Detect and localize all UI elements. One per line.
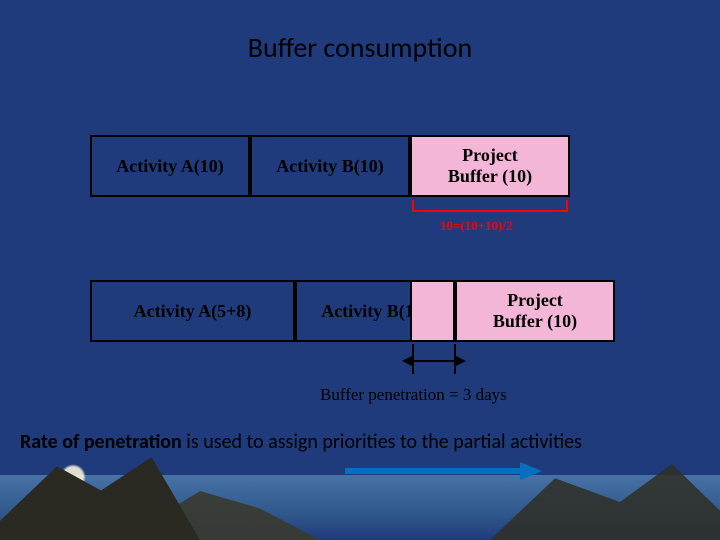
penetration-label: Buffer penetration = 3 days [320, 385, 507, 405]
penetration-span-line [412, 360, 456, 362]
row1-activity-a: Activity A(10) [90, 135, 250, 197]
priority-arrow-head-icon [520, 462, 542, 480]
row1-buffer-label: Project Buffer (10) [448, 145, 532, 186]
row2-activity-a: Activity A(5+8) [90, 280, 295, 342]
rate-rest: is used to assign priorities to the part… [182, 430, 582, 454]
slide-title: Buffer consumption [0, 30, 720, 65]
rate-of-penetration-text: Rate of penetration is used to assign pr… [20, 430, 582, 454]
row1-activity-a-label: Activity A(10) [116, 156, 223, 177]
row2-buffer-label: Project Buffer (10) [493, 290, 577, 331]
row2-buffer-consumed [410, 280, 455, 342]
row2-activity-a-label: Activity A(5+8) [134, 301, 252, 322]
rate-bold: Rate of penetration [20, 430, 182, 454]
penetration-arrow-left [402, 356, 412, 366]
row1-project-buffer: Project Buffer (10) [410, 135, 570, 197]
hill-left [0, 450, 200, 540]
priority-arrow-line [345, 468, 520, 474]
penetration-tick-left [412, 344, 414, 374]
slide: Buffer consumption Activity A(10) Activi… [0, 0, 720, 540]
row2-project-buffer: Project Buffer (10) [455, 280, 615, 342]
penetration-arrow-right [456, 356, 466, 366]
row1-activity-b: Activity B(10) [250, 135, 410, 197]
buffer-width-bracket [412, 200, 568, 212]
buffer-formula: 10=(10+10)/2 [440, 218, 513, 234]
row1-activity-b-label: Activity B(10) [276, 156, 383, 177]
